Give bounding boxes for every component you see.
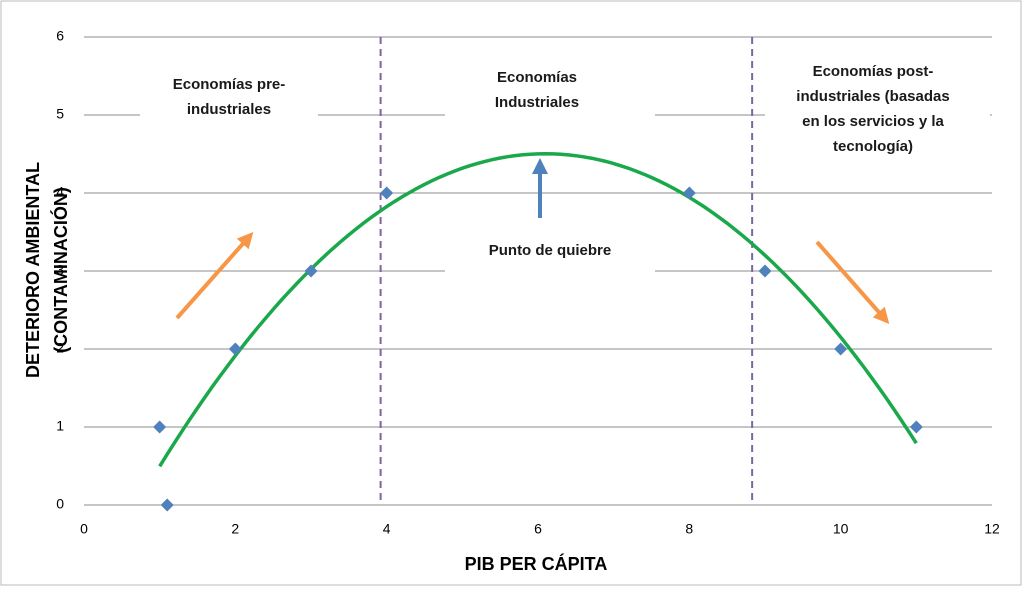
data-point	[834, 342, 848, 356]
annotation: Industriales	[495, 94, 579, 111]
y-tick-label: 3	[56, 262, 64, 278]
annotation: Economías pre-	[173, 76, 286, 93]
data-point	[304, 264, 318, 278]
y-tick-label: 2	[56, 340, 64, 356]
data-point	[758, 264, 772, 278]
x-tick-label: 10	[833, 521, 849, 537]
x-axis-title: PIB PER CÁPITA	[465, 553, 608, 574]
annotation-bg	[140, 68, 318, 128]
annotation: tecnología)	[833, 138, 913, 155]
x-tick-label: 12	[984, 521, 1000, 537]
data-point	[228, 342, 242, 356]
x-tick-label: 6	[534, 521, 542, 537]
annotation: Punto de quiebre	[489, 242, 612, 259]
x-tick-label: 8	[685, 521, 693, 537]
annotation: industriales (basadas	[796, 88, 949, 105]
annotation: industriales	[187, 101, 271, 118]
data-point	[380, 186, 394, 200]
annotation-bg	[445, 58, 655, 122]
y-axis-title: DETERIORO AMBIENTAL	[23, 162, 43, 378]
y-tick-label: 5	[56, 106, 64, 122]
annotation: Economías post-	[813, 63, 934, 80]
arrow	[815, 240, 890, 325]
y-tick-label: 4	[56, 184, 64, 200]
x-tick-label: 4	[383, 521, 391, 537]
annotation: en los servicios y la	[802, 113, 944, 130]
trend-line	[158, 151, 918, 468]
y-tick-label: 6	[56, 28, 64, 44]
annotation: Economías	[497, 69, 577, 86]
data-point	[909, 420, 923, 434]
data-point	[682, 186, 696, 200]
y-tick-label: 0	[56, 496, 64, 512]
data-point	[160, 498, 174, 512]
arrow	[175, 232, 254, 320]
y-tick-label: 1	[56, 418, 64, 434]
x-tick-label: 0	[80, 521, 88, 537]
annotation-bg	[765, 52, 990, 170]
data-point	[153, 420, 167, 434]
x-tick-label: 2	[231, 521, 239, 537]
y-axis-title: (CONTAMINACIÓN)	[50, 187, 71, 353]
annotation-bg	[445, 230, 655, 274]
